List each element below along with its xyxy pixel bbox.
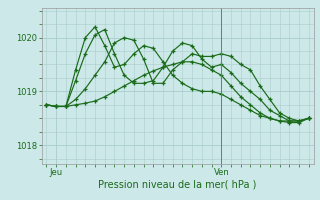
X-axis label: Pression niveau de la mer( hPa ): Pression niveau de la mer( hPa ) [99,180,257,190]
